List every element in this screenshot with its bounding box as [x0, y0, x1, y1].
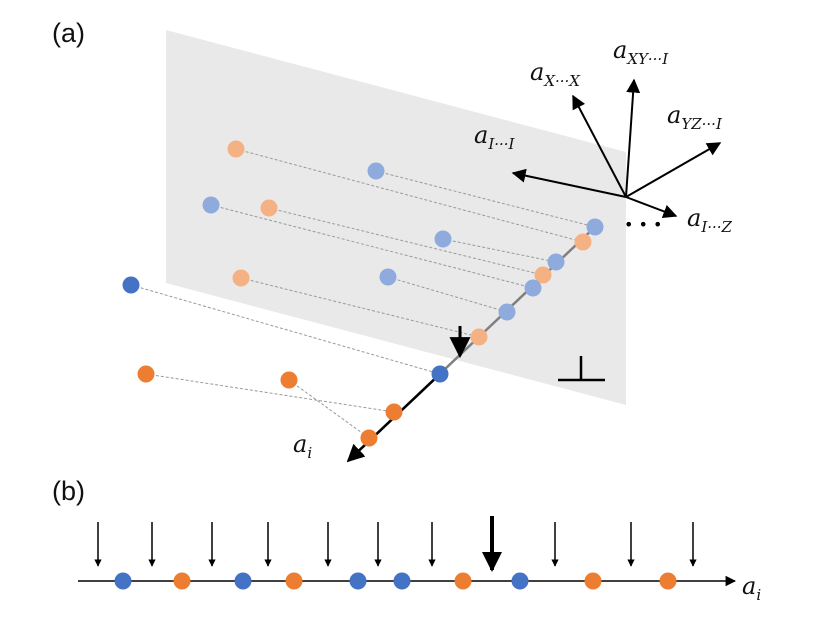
projected-points — [360, 218, 604, 447]
proj-light-orange — [534, 266, 552, 284]
ellipsis: • • • — [624, 215, 662, 234]
axis-label-xy: aXY···I — [613, 36, 669, 68]
axis-label-yz: aYZ···I — [667, 101, 723, 133]
projection-axis-label: ai — [293, 430, 312, 462]
point-orange — [454, 572, 472, 590]
point-blue — [114, 572, 132, 590]
point-light-blue — [434, 230, 452, 248]
point-light-orange — [227, 140, 245, 158]
proj-light-blue — [498, 303, 516, 321]
point-light-orange — [232, 269, 250, 287]
proj-light-blue — [547, 253, 565, 271]
proj-orange — [360, 429, 378, 447]
panel-b-arrows — [94, 522, 697, 567]
proj-light-orange — [470, 328, 488, 346]
point-light-orange — [260, 199, 278, 217]
point-blue — [393, 572, 411, 590]
proj-blue — [431, 365, 449, 383]
axis-label-iz: aI···Z — [687, 204, 733, 236]
point-blue — [234, 572, 252, 590]
point-orange — [173, 572, 191, 590]
point-orange — [584, 572, 602, 590]
point-blue — [511, 572, 529, 590]
projection-lines — [130, 148, 596, 439]
point-orange — [285, 572, 303, 590]
point-light-blue — [367, 162, 385, 180]
proj-light-blue — [524, 279, 542, 297]
panel-b-axis-label: ai — [742, 572, 761, 604]
panel-b-points — [114, 572, 677, 590]
axis-label-ii: aI···I — [474, 121, 516, 153]
operator-axes — [511, 78, 722, 219]
perpendicular-icon — [558, 356, 605, 382]
axis-label-xx: aX···X — [530, 58, 581, 90]
point-light-blue — [379, 268, 397, 286]
point-orange — [137, 365, 155, 383]
proj-orange — [385, 403, 403, 421]
point-orange — [659, 572, 677, 590]
proj-light-orange — [574, 233, 592, 251]
point-blue — [349, 572, 367, 590]
plane-points — [202, 140, 452, 287]
point-orange — [280, 371, 298, 389]
front-points — [122, 276, 298, 389]
panel-b-label: (b) — [52, 476, 85, 506]
proj-light-blue — [586, 218, 604, 236]
point-blue — [122, 276, 140, 294]
panel-a-label: (a) — [52, 18, 85, 48]
point-light-blue — [202, 196, 220, 214]
